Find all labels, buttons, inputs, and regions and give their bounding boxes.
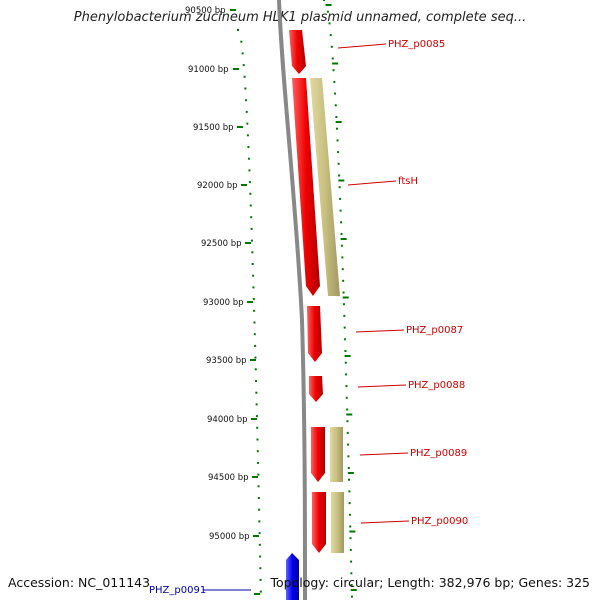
feature-band[interactable]: [310, 78, 340, 296]
bp-label: 92500 bp: [201, 239, 242, 249]
feature-band[interactable]: [331, 492, 344, 553]
feature-bands: [310, 78, 344, 553]
gene-label[interactable]: PHZ_p0091: [149, 585, 206, 596]
gene-leader-lines: [337, 43, 410, 524]
gene-label[interactable]: PHZ_p0085: [388, 39, 445, 50]
gene-arrow-phz-p0085[interactable]: [289, 30, 306, 74]
gene-arrow-phz-p0089[interactable]: [311, 427, 325, 482]
map-title: Phenylobacterium zucineum HLK1 plasmid u…: [73, 10, 527, 25]
gene-arrow-phz-p0090[interactable]: [312, 492, 326, 553]
gene-arrows: [286, 30, 326, 600]
gene-label[interactable]: PHZ_p0089: [410, 448, 467, 459]
bp-label: 93500 bp: [206, 356, 247, 366]
topology-stats: Topology: circular; Length: 382,976 bp; …: [270, 575, 591, 590]
gene-arrow-phz-p0091[interactable]: [286, 553, 299, 600]
bp-label-group: 90500 bp 91000 bp 91500 bp 92000 bp 9250…: [185, 6, 250, 542]
accession-text: Accession: NC_011143: [8, 575, 151, 590]
bp-label: 95000 bp: [209, 532, 250, 542]
bp-label: 93000 bp: [203, 298, 244, 308]
feature-band[interactable]: [330, 427, 343, 482]
bp-label: 92000 bp: [197, 181, 238, 191]
gene-label[interactable]: PHZ_p0088: [408, 380, 465, 391]
gene-label[interactable]: ftsH: [398, 176, 418, 187]
gene-arrow-phz-p0087[interactable]: [307, 306, 322, 362]
left-tick-track: [237, 29, 262, 593]
gene-label[interactable]: PHZ_p0090: [411, 516, 468, 527]
gene-arrow-ftsh[interactable]: [292, 78, 320, 296]
bp-major-ticks: [230, 9, 260, 595]
right-tick-track: [323, 0, 357, 598]
plasmid-backbone: [277, 0, 307, 600]
bp-label: 91000 bp: [188, 65, 229, 75]
gene-arrow-phz-p0088[interactable]: [309, 376, 323, 402]
bp-label: 91500 bp: [193, 123, 234, 133]
bp-label: 94500 bp: [208, 473, 249, 483]
gene-label[interactable]: PHZ_p0087: [406, 325, 463, 336]
bp-label: 90500 bp: [185, 6, 226, 16]
bp-label: 94000 bp: [207, 415, 248, 425]
